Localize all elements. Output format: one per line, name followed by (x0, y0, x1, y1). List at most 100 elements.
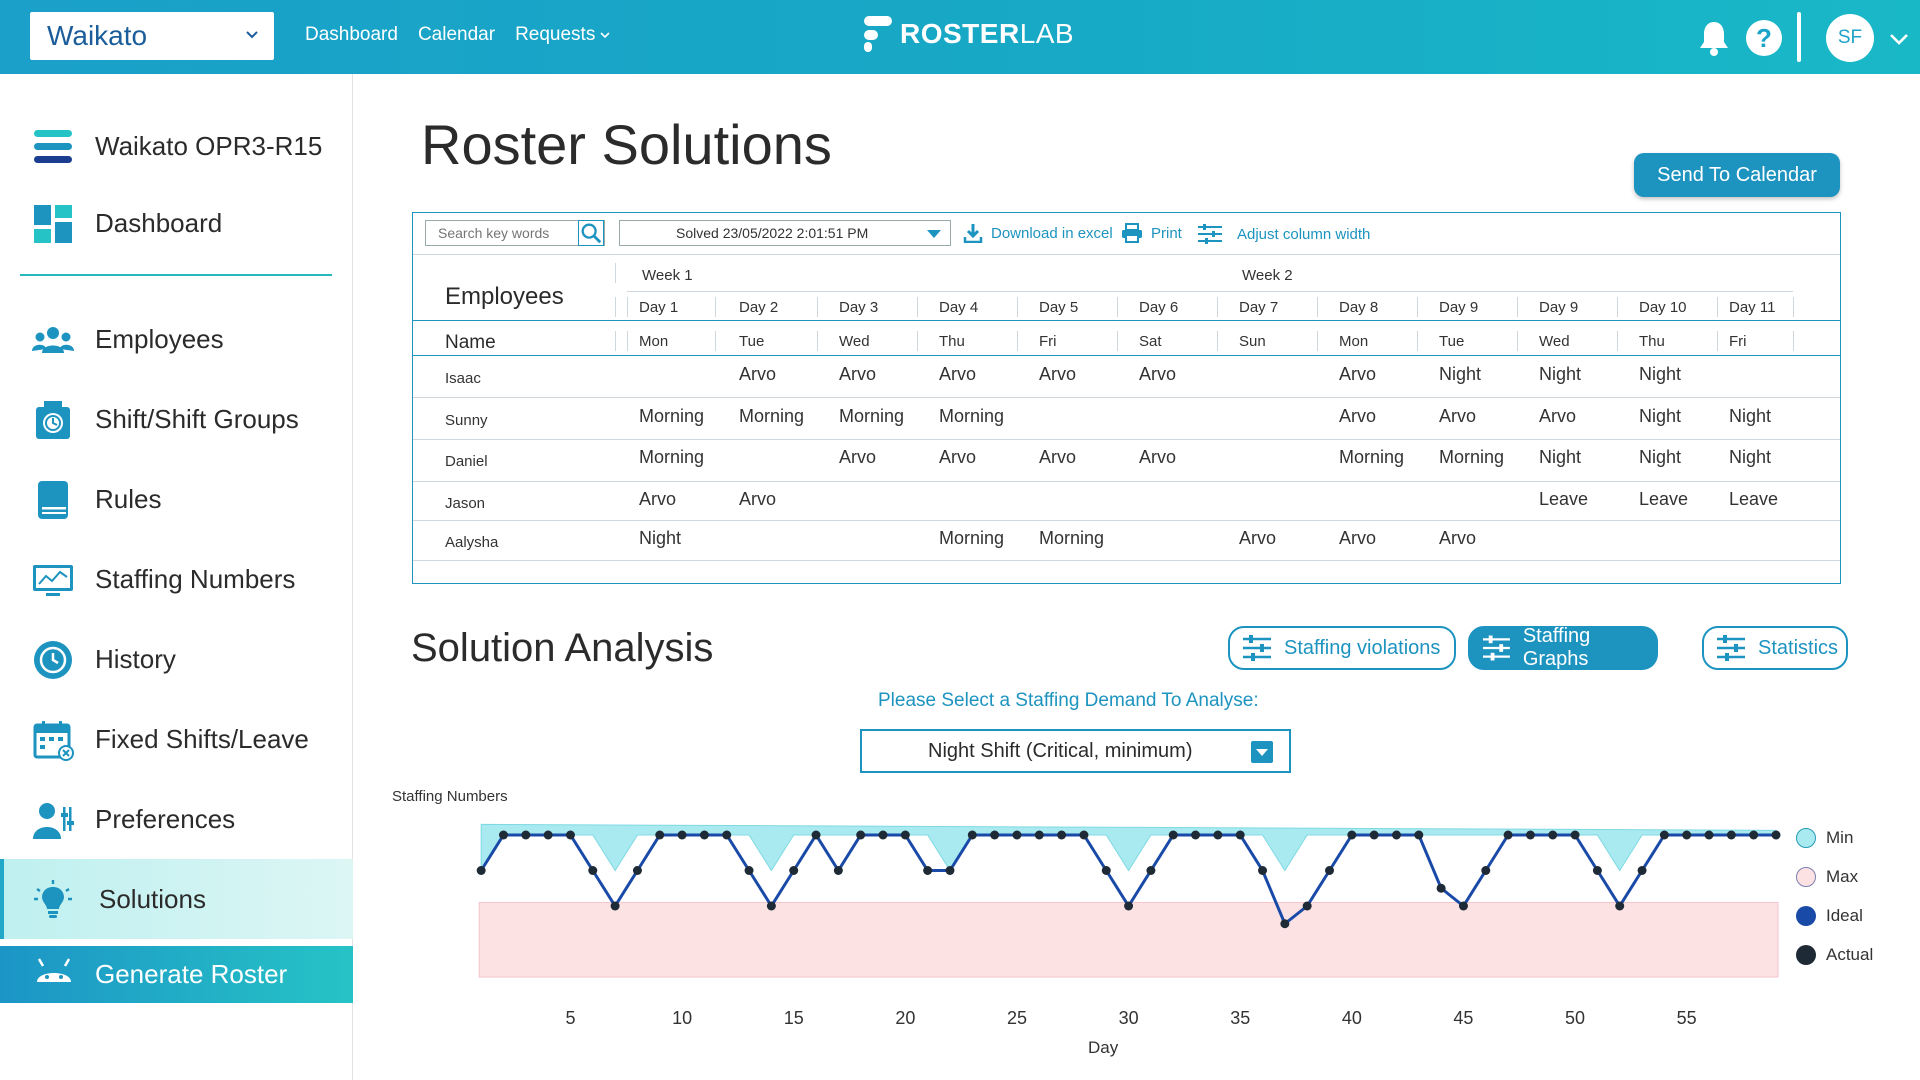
sidebar-item-shift-groups[interactable]: Shift/Shift Groups (0, 379, 353, 459)
shift-cell: Morning (639, 447, 705, 467)
shift-cell: Arvo (1339, 528, 1377, 548)
solution-version-select[interactable]: Solved 23/05/2022 2:01:51 PM (619, 220, 951, 246)
weekday-header: Wed (1539, 333, 1570, 350)
data-point-actual (1258, 866, 1268, 875)
search-icon[interactable] (578, 220, 604, 246)
shift-cell: Arvo (1039, 364, 1077, 384)
shift-cell: Arvo (1439, 406, 1477, 426)
legend-ideal-swatch (1796, 906, 1816, 926)
column-divider (1617, 297, 1618, 317)
shift-cell: Arvo (1439, 528, 1477, 548)
data-point-actual (543, 830, 553, 840)
column-divider (615, 297, 616, 317)
legend-max[interactable]: Max (1796, 867, 1858, 887)
demand-select-prompt: Please Select a Staffing Demand To Analy… (878, 690, 1259, 711)
shift-cell: Morning (1439, 447, 1505, 467)
x-tick-label: 25 (1007, 1008, 1027, 1028)
sliders-icon (1243, 635, 1271, 661)
name-column-header: Name (445, 332, 496, 353)
top-nav: Dashboard Calendar Requests (305, 24, 611, 46)
search-input[interactable] (426, 221, 578, 245)
weekday-header: Wed (839, 333, 870, 350)
legend-min[interactable]: Min (1796, 828, 1853, 848)
sidebar-item-roster[interactable]: Waikato OPR3-R15 (0, 106, 353, 186)
send-to-calendar-button[interactable]: Send To Calendar (1634, 153, 1840, 197)
data-point-actual (632, 866, 642, 875)
sidebar-item-staffing-numbers[interactable]: Staffing Numbers (0, 539, 353, 619)
help-icon[interactable]: ? (1746, 20, 1782, 56)
statistics-button[interactable]: Statistics (1702, 626, 1848, 670)
staffing-violations-label: Staffing violations (1284, 636, 1441, 659)
adjust-column-width-button[interactable]: Adjust column width (1197, 223, 1370, 245)
table-row: Daniel Morning Arvo Arvo Arvo Arvo Morning Morn… (413, 439, 1840, 481)
table-row: Jason Arvo Arvo Leave Leave Leave (413, 481, 1840, 520)
shift-cell: Night (1729, 406, 1772, 426)
column-divider (1017, 331, 1018, 351)
data-point-actual (1726, 830, 1736, 840)
data-point-actual (1481, 866, 1491, 875)
data-point-actual (655, 830, 665, 840)
weekday-header: Tue (1439, 333, 1465, 350)
nav-calendar[interactable]: Calendar (417, 24, 496, 45)
sidebar-item-history[interactable]: History (0, 619, 353, 699)
chevron-down-icon[interactable] (1888, 32, 1910, 46)
x-tick-label: 35 (1230, 1008, 1250, 1028)
column-divider (1217, 331, 1218, 351)
sidebar-item-preferences[interactable]: Preferences (0, 779, 353, 859)
data-point-actual (1034, 830, 1044, 840)
staffing-violations-button[interactable]: Staffing violations (1228, 626, 1456, 670)
header-divider-line (413, 355, 1840, 356)
header-divider (1797, 12, 1801, 62)
day-header: Day 9 (1539, 299, 1579, 316)
sidebar-item-label: Solutions (99, 883, 206, 914)
staffing-demand-select[interactable]: Night Shift (Critical, minimum) (860, 729, 1291, 773)
shift-cell: Night (1639, 447, 1682, 467)
weekday-header: Sun (1239, 333, 1266, 350)
data-point-actual (1570, 830, 1580, 840)
sidebar-item-rules[interactable]: Rules (0, 459, 353, 539)
sidebar-item-label: Waikato OPR3-R15 (95, 130, 323, 161)
region-select[interactable]: Waikato (30, 12, 274, 60)
column-divider (1417, 331, 1418, 351)
shift-cell: Morning (839, 406, 905, 426)
column-divider (1117, 297, 1118, 317)
region-select-value: Waikato (47, 20, 148, 51)
shift-cell: Arvo (1539, 406, 1577, 426)
x-tick-label: 30 (1119, 1008, 1139, 1028)
logo-text-thin: LAB (1019, 18, 1075, 49)
download-excel-button[interactable]: Download in excel (963, 223, 1113, 243)
legend-ideal[interactable]: Ideal (1796, 906, 1863, 926)
nav-dashboard[interactable]: Dashboard (305, 24, 398, 45)
staffing-graphs-button[interactable]: Staffing Graphs (1468, 625, 1658, 670)
nav-requests[interactable]: Requests (515, 24, 611, 46)
data-point-actual (1436, 883, 1446, 893)
table-row: Sunny Morning Morning Morning Morning Arvo Arv… (413, 398, 1840, 439)
column-divider (715, 331, 716, 351)
shift-cell: Morning (939, 406, 1005, 426)
rosterlab-logo[interactable]: ROSTERLAB (862, 14, 1074, 54)
sidebar-item-fixed-shifts[interactable]: Fixed Shifts/Leave (0, 699, 353, 779)
column-divider (1617, 331, 1618, 351)
staffing-graphs-label: Staffing Graphs (1522, 625, 1591, 670)
android-icon (37, 958, 71, 982)
avatar[interactable]: SF (1826, 14, 1874, 62)
legend-actual[interactable]: Actual (1796, 945, 1873, 965)
sidebar: Waikato OPR3-R15 Dashboard Employees Shi… (0, 74, 353, 1080)
data-point-actual (521, 830, 531, 840)
roster-table-panel: Solved 23/05/2022 2:01:51 PM Download in… (412, 212, 1841, 584)
bell-icon[interactable] (1698, 20, 1730, 56)
shift-cell: Arvo (739, 489, 777, 509)
sidebar-item-dashboard[interactable]: Dashboard (0, 183, 353, 263)
chart-x-axis-label: Day (1088, 1038, 1119, 1057)
column-divider (627, 297, 628, 317)
x-tick-label: 50 (1565, 1008, 1585, 1028)
x-tick-label: 10 (672, 1008, 692, 1028)
legend-ideal-label: Ideal (1826, 906, 1863, 925)
generate-roster-button[interactable]: Generate Roster (0, 946, 353, 1003)
sidebar-item-solutions[interactable]: Solutions (0, 859, 353, 939)
sidebar-item-employees[interactable]: Employees (0, 299, 353, 379)
print-button[interactable]: Print (1121, 223, 1182, 243)
data-point-actual (1235, 830, 1245, 840)
data-point-actual (476, 866, 486, 875)
row-divider (413, 397, 1840, 398)
